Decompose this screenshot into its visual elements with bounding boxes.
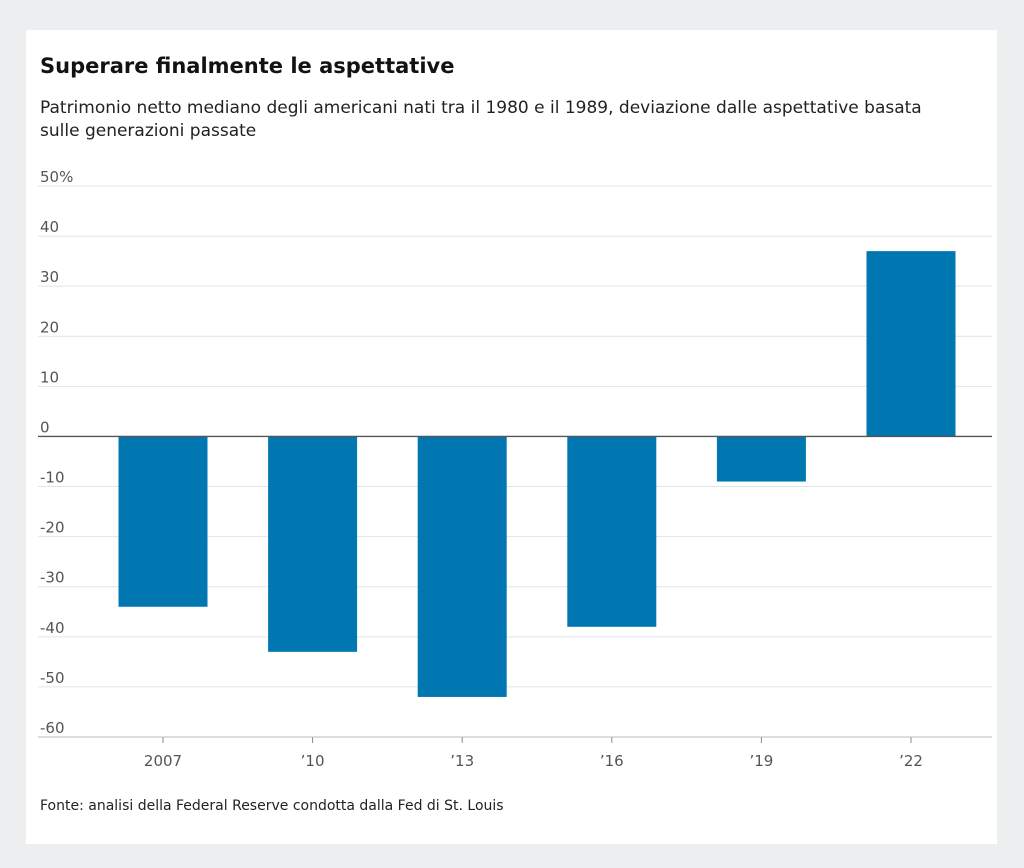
y-tick-label: -20 [40, 519, 65, 537]
chart-card: Superare finalmente le aspettative Patri… [26, 30, 997, 844]
y-tick-label: -60 [40, 719, 65, 737]
x-tick-label: ’22 [899, 752, 923, 770]
bar-3 [567, 436, 657, 627]
x-tick-label: ’13 [450, 752, 474, 770]
y-tick-label: 0 [40, 418, 50, 436]
source-note: Fonte: analisi della Federal Reserve con… [40, 798, 504, 814]
x-tick-label: ’19 [749, 752, 773, 770]
bar-4 [716, 436, 806, 482]
y-tick-label: 10 [40, 368, 59, 386]
bar-2 [417, 436, 507, 697]
chart-title: Superare finalmente le aspettative [40, 54, 455, 78]
y-tick-label: -40 [40, 619, 65, 637]
bar-0 [118, 436, 208, 607]
x-tick-label: ’16 [600, 752, 624, 770]
y-tick-label: 20 [40, 318, 59, 336]
x-tick-label: 2007 [144, 752, 182, 770]
y-tick-label: 50% [40, 168, 73, 186]
y-tick-label: 40 [40, 218, 59, 236]
y-axis-labels: 50% 40 30 20 10 0 -10 -20 -30 -40 -50 -60 [40, 168, 73, 737]
x-tick-label: ’10 [301, 752, 325, 770]
y-tick-label: -10 [40, 469, 65, 487]
y-tick-label: -30 [40, 569, 65, 587]
bar-1 [268, 436, 358, 652]
bar-chart: 50% 40 30 20 10 0 -10 -20 -30 -40 -50 -60 2007 ’10 ’1… [38, 168, 992, 770]
bars [118, 251, 956, 697]
y-tick-label: -50 [40, 669, 65, 687]
chart-subtitle: Patrimonio netto mediano degli americani… [40, 98, 922, 141]
y-tick-label: 30 [40, 268, 59, 286]
axes [38, 435, 992, 743]
x-axis-labels: 2007 ’10 ’13 ’16 ’19 ’22 [144, 752, 923, 770]
bar-5 [866, 251, 956, 437]
